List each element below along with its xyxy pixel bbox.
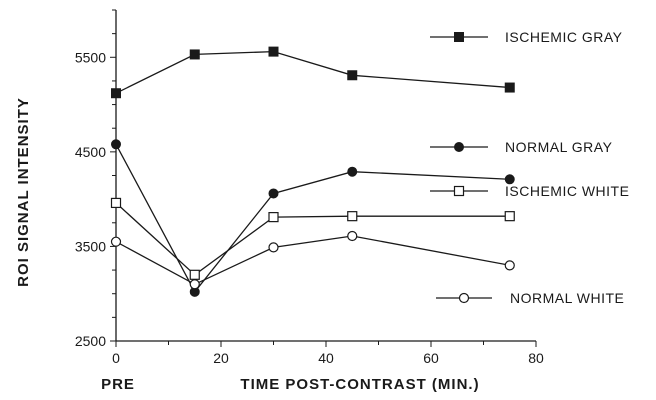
data-point [111, 88, 121, 99]
series-line [115, 50, 510, 94]
series-line [115, 143, 510, 293]
legend: ISCHEMIC GRAY NORMAL GRAY ISCHEMIC WHITE NO… [430, 29, 629, 306]
data-point [268, 242, 279, 253]
legend-item-ischemic-gray: ISCHEMIC GRAY [430, 29, 623, 45]
series-ischemic-white [110, 197, 515, 280]
data-point [110, 197, 122, 209]
data-point [189, 49, 200, 60]
x-tick-label: 60 [423, 350, 439, 366]
x-pre-label: PRE [101, 376, 135, 393]
data-point [504, 211, 515, 222]
legend-item-normal-white: NORMAL WHITE [436, 290, 624, 306]
x-ticks: 0 20 40 60 80 [112, 341, 544, 366]
data-point [347, 211, 358, 222]
data-point [504, 260, 515, 271]
x-tick-label: 80 [528, 350, 544, 366]
x-tick-label: 0 [112, 350, 120, 366]
legend-item-normal-gray: NORMAL GRAY [430, 139, 613, 155]
series-normal-gray [111, 139, 515, 297]
x-axis-title: TIME POST-CONTRAST (MIN.) [240, 376, 479, 393]
y-tick-label: 5500 [75, 49, 106, 65]
y-ticks: 2500 3500 4500 5500 [75, 9, 116, 349]
data-point [347, 230, 358, 242]
data-point [111, 139, 121, 150]
series-line [115, 202, 510, 276]
axes: 2500 3500 4500 5500 0 20 40 60 80 [75, 9, 544, 366]
x-tick-label: 20 [213, 350, 229, 366]
data-point [504, 174, 515, 185]
data-point [268, 46, 279, 57]
legend-marker [454, 142, 464, 152]
series-normal-white [110, 230, 515, 290]
legend-item-ischemic-white: ISCHEMIC WHITE [430, 183, 629, 199]
data-point [189, 269, 200, 280]
data-point [268, 212, 279, 223]
legend-marker [458, 292, 470, 304]
legend-label: ISCHEMIC WHITE [505, 183, 629, 199]
y-axis-title: ROI SIGNAL INTENSITY [15, 97, 32, 287]
series-layer [110, 46, 515, 297]
legend-label: NORMAL WHITE [510, 290, 624, 306]
series-ischemic-gray [111, 46, 515, 99]
data-point [189, 279, 200, 290]
legend-label: NORMAL GRAY [505, 139, 613, 155]
y-tick-label: 3500 [75, 238, 106, 254]
y-tick-label: 2500 [75, 333, 106, 349]
data-point [110, 236, 122, 247]
data-point [504, 82, 515, 93]
data-point [347, 166, 358, 177]
legend-marker [454, 32, 464, 42]
data-point [347, 70, 358, 81]
legend-marker [453, 185, 465, 197]
x-tick-label: 40 [318, 350, 334, 366]
y-tick-label: 4500 [75, 144, 106, 160]
legend-label: ISCHEMIC GRAY [505, 29, 623, 45]
data-point [268, 188, 279, 199]
series-line [115, 235, 510, 286]
